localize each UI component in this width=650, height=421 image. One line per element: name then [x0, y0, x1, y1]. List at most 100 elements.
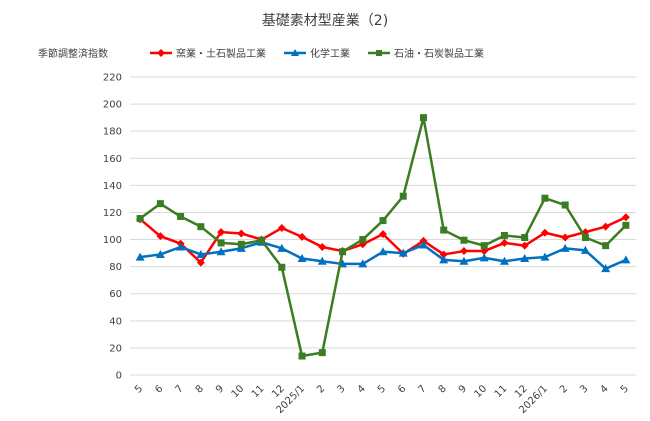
data-point	[418, 240, 428, 249]
data-point	[378, 247, 388, 256]
x-tick-label: 4	[598, 383, 610, 395]
data-point	[277, 243, 287, 252]
legend-label-chemical: 化学工業	[310, 49, 350, 60]
data-point	[540, 228, 549, 237]
y-tick-label: 0	[116, 371, 122, 382]
legend-item-petroleum: 石油・石炭製品工業	[368, 45, 484, 60]
data-point	[176, 242, 186, 251]
data-point	[520, 241, 529, 250]
x-tick-label: 6	[153, 383, 165, 395]
legend-swatch-chemical	[284, 48, 306, 58]
x-tick-label: 3	[578, 383, 590, 395]
x-tick-label: 9	[457, 383, 469, 395]
x-tick-label: 5	[376, 383, 388, 395]
data-point	[298, 232, 307, 241]
x-tick-label: 3	[335, 383, 347, 395]
data-point	[480, 242, 488, 250]
data-point	[237, 240, 245, 248]
data-point	[237, 229, 246, 238]
legend-swatch-ceramics	[150, 48, 172, 58]
data-point	[135, 252, 145, 261]
data-point	[459, 247, 468, 256]
legend-item-ceramics: 窯業・土石製品工業	[150, 45, 266, 60]
data-point	[217, 228, 226, 237]
y-tick-label: 100	[103, 235, 122, 246]
data-point	[439, 250, 448, 259]
x-tick-label: 8	[194, 383, 206, 395]
data-point	[317, 256, 327, 265]
y-tick-label: 200	[103, 100, 122, 111]
x-tick-label: 7	[416, 383, 428, 395]
data-point	[197, 223, 205, 231]
data-point	[621, 213, 630, 222]
data-point	[580, 245, 590, 254]
data-point	[156, 200, 164, 208]
x-tick-label: 11	[493, 383, 510, 400]
data-point	[622, 221, 630, 229]
y-axis-label: 季節調整済指数	[38, 49, 108, 60]
legend-label-petroleum: 石油・石炭製品工業	[394, 49, 484, 60]
x-tick-label: 5	[133, 383, 145, 395]
data-point	[459, 256, 469, 265]
data-point	[196, 258, 205, 267]
data-point	[581, 234, 589, 242]
data-point	[359, 236, 367, 244]
y-tick-label: 80	[109, 262, 122, 273]
x-tick-label: 9	[214, 383, 226, 395]
data-point	[440, 226, 448, 234]
data-point	[602, 242, 610, 250]
y-tick-label: 40	[109, 316, 122, 327]
data-point	[298, 352, 306, 360]
x-tick-label: 5	[619, 383, 631, 395]
data-point	[155, 249, 165, 258]
data-point	[560, 243, 570, 252]
data-point	[196, 249, 206, 258]
data-point	[136, 215, 144, 223]
data-point	[540, 252, 550, 261]
x-tick-label: 8	[437, 383, 449, 395]
data-point	[358, 259, 368, 268]
y-tick-label: 220	[103, 73, 122, 84]
data-point	[419, 114, 427, 122]
data-point	[379, 230, 387, 239]
data-point	[621, 255, 631, 264]
y-tick-label: 120	[103, 208, 122, 219]
y-tick-label: 140	[103, 181, 122, 192]
data-point	[499, 256, 509, 265]
data-point	[479, 253, 489, 262]
data-point	[439, 255, 449, 264]
legend: 窯業・土石製品工業 化学工業 石油・石炭製品工業	[150, 45, 484, 60]
x-tick-label: 11	[250, 383, 267, 400]
data-point	[278, 263, 286, 271]
x-tick-label: 10	[473, 383, 490, 400]
x-tick-label: 2	[315, 383, 327, 395]
x-tick-label: 2	[558, 383, 570, 395]
y-tick-label: 180	[103, 127, 122, 138]
data-point	[277, 224, 286, 233]
data-point	[297, 254, 307, 263]
data-point	[379, 217, 387, 225]
data-point	[339, 248, 347, 256]
data-point	[398, 248, 408, 257]
data-point	[399, 192, 407, 200]
data-point	[561, 201, 569, 209]
data-point	[500, 231, 508, 239]
data-point	[318, 242, 327, 251]
legend-label-ceramics: 窯業・土石製品工業	[176, 49, 266, 60]
x-tick-label: 7	[173, 383, 185, 395]
data-point	[601, 222, 610, 231]
y-tick-label: 20	[109, 343, 122, 354]
data-point	[520, 254, 530, 263]
data-point	[177, 213, 185, 221]
legend-swatch-petroleum	[368, 48, 390, 58]
chart-title: 基礎素材型産業（2)	[261, 13, 389, 29]
y-tick-label: 60	[109, 289, 122, 300]
x-tick-label: 4	[356, 383, 368, 395]
data-point	[460, 236, 468, 244]
data-point	[217, 239, 225, 247]
y-tick-label: 160	[103, 154, 122, 165]
data-point	[541, 194, 549, 202]
data-point	[318, 349, 326, 357]
